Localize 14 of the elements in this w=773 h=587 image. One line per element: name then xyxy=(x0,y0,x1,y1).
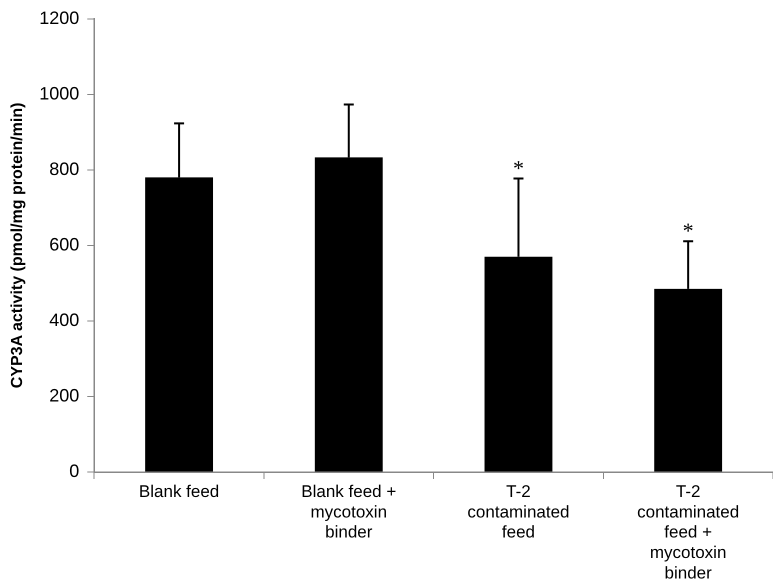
x-tick-label: Blank feed xyxy=(138,482,220,501)
y-tick-label: 1000 xyxy=(39,83,80,104)
y-tick-label: 200 xyxy=(49,385,80,406)
y-axis-title: CYP3A activity (pmol/mg protein/min) xyxy=(9,102,26,388)
y-tick-label: 400 xyxy=(49,310,80,330)
y-tick-label: 600 xyxy=(49,234,80,254)
annotation: * xyxy=(682,218,694,244)
x-tick-label: T-2 contaminated feed xyxy=(467,482,570,542)
y-tick-label: 0 xyxy=(69,460,80,481)
x-tick-label: Blank feed + mycotoxin binder xyxy=(301,482,396,542)
x-tick-label: T-2 contaminated feed + mycotoxin binder xyxy=(637,482,740,582)
annotation: * xyxy=(512,155,524,180)
y-tick-label: 800 xyxy=(49,158,80,179)
y-tick-label: 1200 xyxy=(39,8,80,28)
